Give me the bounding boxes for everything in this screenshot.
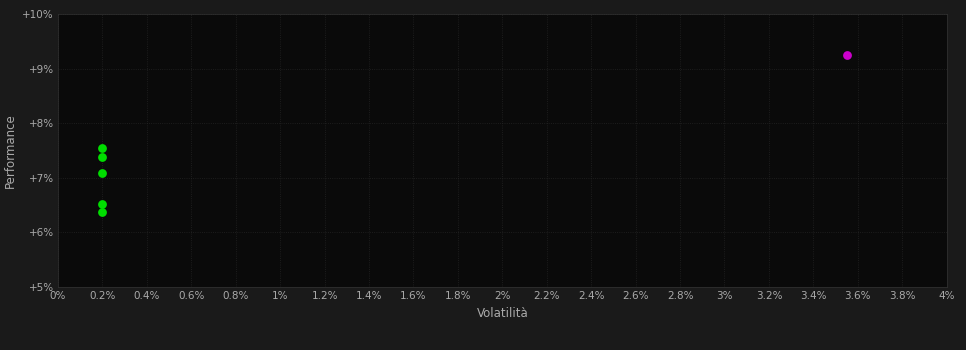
Y-axis label: Performance: Performance — [4, 113, 16, 188]
Point — [95, 201, 110, 207]
Point — [838, 52, 854, 58]
Point — [95, 209, 110, 215]
Point — [95, 145, 110, 150]
X-axis label: Volatilità: Volatilità — [476, 307, 528, 320]
Point — [95, 154, 110, 160]
Point — [95, 171, 110, 176]
